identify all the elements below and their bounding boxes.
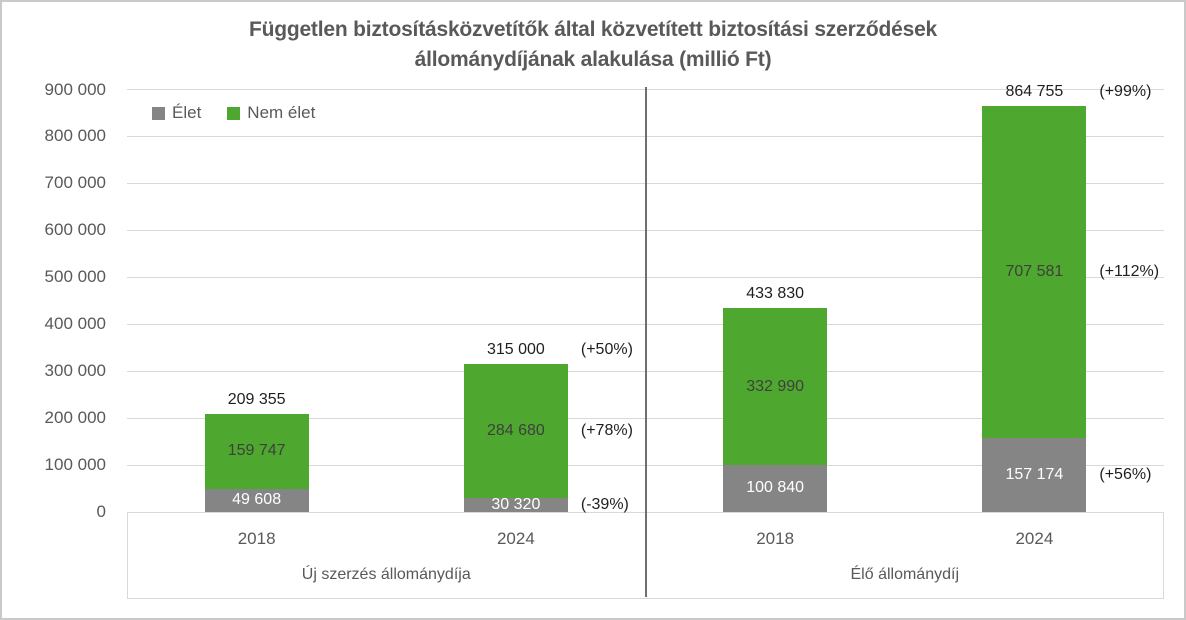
value-label-nem-elet: 707 581 [1005,263,1064,281]
group-divider-line [644,87,647,597]
value-label-nem-elet: 159 747 [227,442,286,460]
category-axis-box [127,512,1164,599]
group-label: Új szerzés állománydíja [301,566,471,583]
legend-swatch-nem_elet [227,106,241,120]
bar-segment-nem-elet [204,413,309,489]
value-label-nem-elet: 284 680 [486,421,545,439]
y-axis-label: 800 000 [44,126,106,146]
total-label: 315 000 [486,341,545,359]
value-label-elet: 30 320 [491,495,541,513]
category-label: 2018 [756,529,795,548]
bar-segment-elet [723,464,828,512]
legend-item-elet: Élet [152,103,201,123]
total-label: 433 830 [746,285,805,303]
pct-label-total: (+50%) [580,341,633,359]
pct-label-nem-elet: (+112%) [1099,263,1160,281]
bar-segment-elet [204,488,309,512]
legend: Élet Nem élet [152,103,315,123]
category-label: 2024 [1015,529,1054,548]
legend-item-nem_elet: Nem élet [227,103,315,123]
pct-label-total: (+99%) [1099,83,1152,101]
bar-segment-nem-elet [982,106,1087,439]
y-axis-label: 900 000 [44,79,106,99]
value-label-nem-elet: 332 990 [746,377,805,395]
bar-segment-elet [463,497,568,512]
y-axis-label: 200 000 [44,408,106,428]
legend-label-elet: Élet [172,103,202,122]
category-label: 2018 [237,529,276,548]
chart-title-line-1: Független biztosításközvetítők által köz… [248,18,938,41]
y-axis-label: 600 000 [44,220,106,240]
legend-label-nem_elet: Nem élet [247,103,316,122]
chart-title-line-2: állománydíjának alakulása (millió Ft) [414,48,772,71]
chart-title: Független biztosításközvetítők által köz… [2,15,1184,75]
total-label: 209 355 [227,390,286,408]
value-label-elet: 100 840 [746,479,805,497]
value-label-elet: 49 608 [232,491,282,509]
category-label: 2024 [496,529,535,548]
legend-swatch-elet [152,106,165,120]
bar-segment-nem-elet [463,364,568,498]
y-axis-label: 100 000 [44,455,106,475]
bar-segment-elet [982,438,1087,512]
bar-segment-nem-elet [723,308,828,465]
pct-label-elet: (-39%) [580,495,629,513]
total-label: 864 755 [1005,83,1064,101]
pct-label-nem-elet: (+78%) [580,421,633,439]
y-axis-label: 400 000 [44,314,106,334]
y-axis-label: 700 000 [44,173,106,193]
y-axis-label: 500 000 [44,267,106,287]
y-axis-label: 0 [96,502,106,521]
value-label-elet: 157 174 [1005,466,1064,484]
y-axis-label: 300 000 [44,361,106,381]
pct-label-elet: (+56%) [1099,466,1152,484]
group-label: Élő állománydíj [850,566,960,583]
